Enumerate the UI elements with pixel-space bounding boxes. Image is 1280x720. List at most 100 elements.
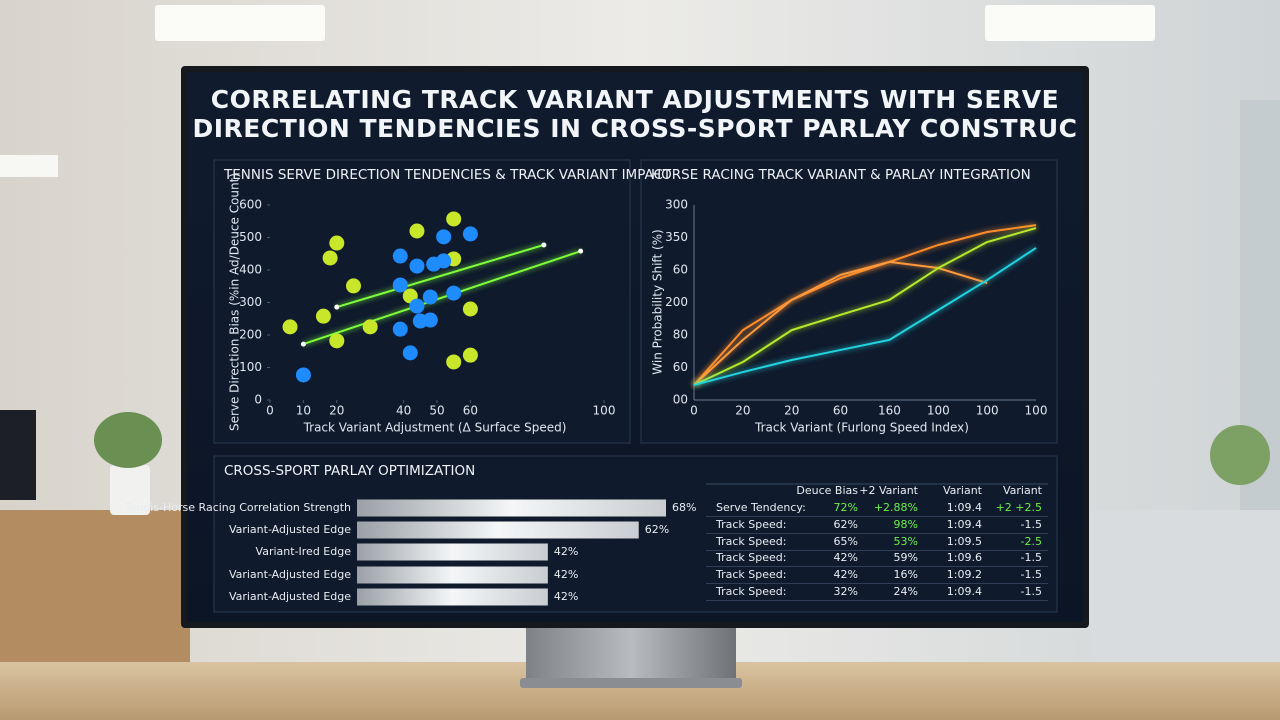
scatter-point — [462, 226, 478, 242]
y-tick-label: 500 — [239, 230, 262, 244]
plant-pot — [110, 465, 150, 515]
row-label: Track Speed: — [715, 551, 786, 564]
table-cell: -1.5 — [1021, 568, 1042, 581]
table-cell: 1:09.5 — [947, 535, 982, 548]
trend-point — [334, 304, 340, 310]
cabinet — [0, 510, 190, 670]
table-cell: 72% — [834, 501, 858, 514]
bar-label: Tennis-Horse Racing Correlation Strength — [124, 501, 351, 514]
scatter-point — [392, 321, 408, 337]
monitor-stand — [526, 622, 736, 684]
x-tick-label: 100 — [593, 404, 616, 418]
table-cell: 1:09.6 — [947, 551, 982, 564]
y-tick-label: 350 — [665, 230, 688, 244]
scatter-point — [409, 258, 425, 274]
table-cell: 42% — [834, 551, 858, 564]
table-cell: 65% — [834, 535, 858, 548]
panel-title: CROSS-SPORT PARLAY OPTIMIZATION — [224, 463, 475, 479]
table-cell: 32% — [834, 585, 858, 598]
scatter-point — [362, 319, 378, 335]
y-axis-label: Serve Direction Bias (%in Ad/Deuce Count… — [228, 173, 242, 431]
table-cell: 16% — [894, 568, 918, 581]
row-label: Serve Tendency: — [716, 501, 806, 514]
row-label: Track Speed: — [715, 585, 786, 598]
trend-line — [336, 244, 545, 309]
bar — [357, 566, 548, 584]
plant — [1210, 425, 1270, 485]
scatter-point — [422, 312, 438, 328]
scatter-point — [329, 235, 345, 251]
table-header: +2 Variant — [859, 484, 918, 497]
x-tick-label: 10 — [296, 404, 311, 418]
table-cell: 1:09.2 — [947, 568, 982, 581]
x-tick-label: 0 — [266, 404, 274, 418]
table-cell: 1:09.4 — [947, 518, 982, 531]
scatter-point — [322, 250, 338, 266]
x-tick-label: 100 — [1025, 404, 1048, 418]
y-tick-label: 300 — [665, 198, 688, 212]
table-cell: 59% — [894, 551, 918, 564]
plant — [94, 412, 162, 468]
scatter-point — [446, 285, 462, 301]
x-axis-label: Track Variant Adjustment (Δ Surface Spee… — [303, 421, 567, 435]
table-cell: 1:09.4 — [947, 585, 982, 598]
table-header: Deuce Bias — [796, 484, 858, 497]
x-tick-label: 60 — [463, 404, 478, 418]
x-tick-label: 20 — [329, 404, 344, 418]
scatter-point — [329, 333, 345, 349]
bar — [357, 588, 548, 606]
trend-point — [541, 242, 547, 248]
panel — [640, 159, 1058, 444]
value-label: 42% — [554, 568, 578, 581]
table-cell: 62% — [834, 518, 858, 531]
scatter-point — [346, 278, 361, 294]
row-label: Track Speed: — [715, 518, 786, 531]
ceiling-light — [0, 155, 58, 177]
value-label: 68% — [672, 501, 696, 514]
bar — [357, 521, 639, 539]
y-tick-label: 600 — [239, 198, 262, 212]
y-tick-label: 60 — [673, 360, 688, 374]
value-label: 42% — [554, 590, 578, 603]
table-cell: 53% — [894, 535, 918, 548]
trend-line — [303, 250, 581, 346]
background-monitor — [0, 410, 36, 500]
table-cell: 98% — [894, 518, 918, 531]
scatter-point — [392, 248, 408, 264]
bar — [357, 499, 666, 517]
x-tick-label: 60 — [833, 404, 848, 418]
table-cell: +2 +2.5 — [996, 501, 1042, 514]
panel-title: TENNIS SERVE DIRECTION TENDENCIES & TRAC… — [223, 167, 672, 183]
x-tick-label: 100 — [976, 404, 999, 418]
bar-label: Variant-Adjusted Edge — [229, 523, 351, 536]
y-tick-label: 100 — [239, 360, 262, 374]
line-series — [693, 224, 1037, 386]
table-cell: 42% — [834, 568, 858, 581]
scatter-point — [402, 345, 418, 361]
x-tick-label: 20 — [735, 404, 750, 418]
scatter-point — [436, 253, 452, 269]
table-cell: 24% — [894, 585, 918, 598]
y-tick-label: 00 — [673, 393, 688, 407]
scatter-point — [409, 223, 425, 239]
monitor-base — [520, 678, 742, 688]
bar-label: Variant-Adjusted Edge — [229, 568, 351, 581]
row-label: Track Speed: — [715, 568, 786, 581]
table-cell: -1.5 — [1021, 551, 1042, 564]
scatter-point — [392, 277, 408, 293]
dashboard-title: DIRECTION TENDENCIES IN CROSS-SPORT PARL… — [192, 114, 1077, 143]
trend-point — [300, 341, 306, 347]
table-cell: +2.88% — [874, 501, 918, 514]
line-series — [693, 227, 1037, 386]
value-label: 42% — [554, 545, 578, 558]
y-tick-label: 200 — [239, 328, 262, 342]
table-cell: -1.5 — [1021, 518, 1042, 531]
y-tick-label: 200 — [665, 295, 688, 309]
cabinet — [1090, 510, 1280, 670]
x-tick-label: 160 — [878, 404, 901, 418]
scatter-point — [436, 229, 452, 245]
scatter-point — [282, 319, 298, 335]
x-tick-label: 0 — [690, 404, 698, 418]
y-tick-label: 80 — [673, 328, 688, 342]
